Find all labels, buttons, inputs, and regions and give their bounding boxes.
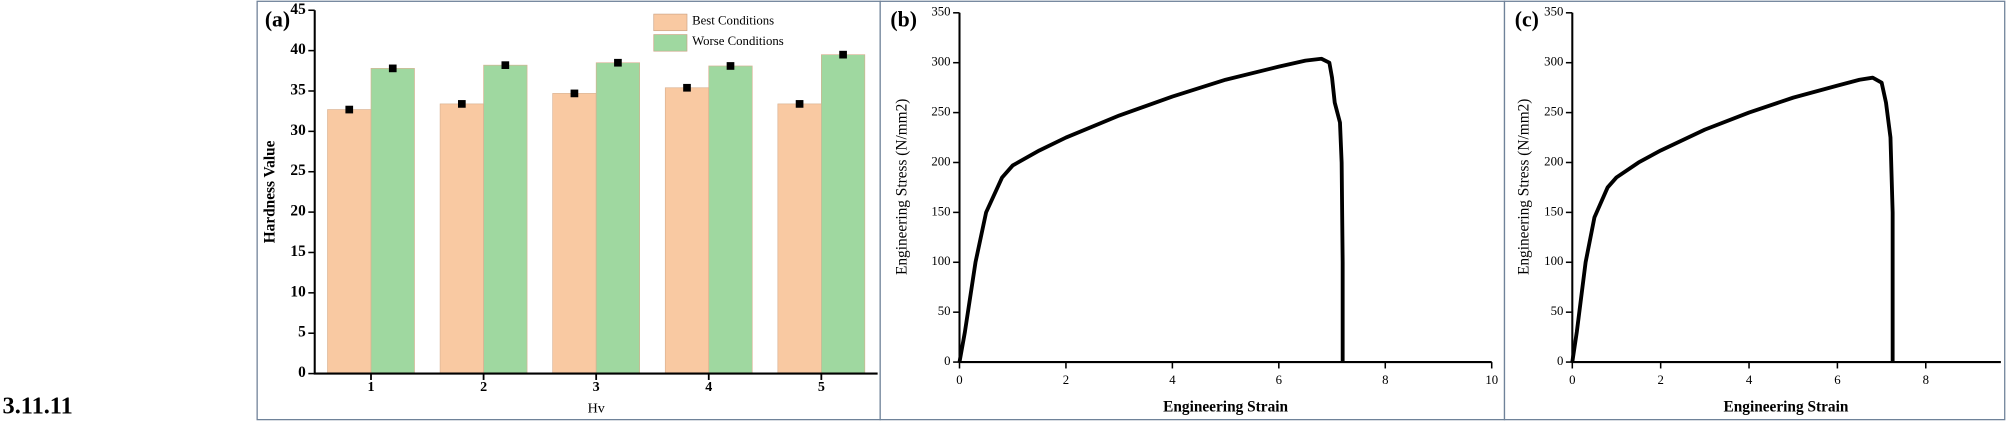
x-tick-label: 6 — [1834, 373, 1841, 387]
panel-label: (b) — [890, 8, 917, 32]
bar — [595, 62, 640, 374]
x-tick-label: 4 — [1746, 373, 1753, 387]
x-tick-label: 1 — [367, 379, 374, 395]
x-tick-label: 6 — [1276, 373, 1283, 387]
x-tick-label: 4 — [705, 379, 712, 395]
bar — [370, 68, 415, 374]
y-tick-label: 200 — [931, 154, 950, 168]
y-tick-label: 250 — [1544, 105, 1563, 119]
y-tick-label: 0 — [944, 354, 950, 368]
x-tick-label: 8 — [1923, 373, 1929, 387]
x-tick-label: 5 — [818, 379, 825, 395]
x-axis-label: Engineering Strain — [1163, 399, 1288, 416]
y-tick-label: 45 — [290, 1, 306, 18]
x-tick-label: 4 — [1169, 373, 1176, 387]
y-tick-label: 300 — [1544, 55, 1563, 69]
y-tick-label: 5 — [298, 324, 306, 341]
legend-label: Worse Conditions — [692, 34, 784, 48]
y-tick-label: 250 — [931, 105, 950, 119]
x-tick-label: 8 — [1382, 373, 1388, 387]
bar — [439, 103, 484, 374]
y-tick-label: 50 — [938, 304, 951, 318]
y-tick-label: 40 — [290, 41, 306, 58]
panel-c — [1503, 0, 2006, 421]
axes — [313, 10, 878, 375]
y-tick-label: 25 — [290, 162, 306, 179]
y-tick-label: 100 — [931, 254, 950, 268]
bar-marker — [345, 105, 354, 114]
x-tick-label: 10 — [1485, 373, 1498, 387]
y-tick-label: 350 — [1544, 5, 1563, 19]
y-axis-label: Engineering Stress (N/mm2) — [1515, 99, 1532, 275]
x-axis-label: Hv — [588, 401, 606, 417]
y-tick-label: 10 — [290, 283, 306, 300]
stress-strain-curve — [957, 56, 1345, 363]
y-tick-label: 35 — [290, 82, 306, 99]
y-axis-label: Hardness Value — [262, 140, 279, 243]
y-tick-label: 150 — [931, 204, 950, 218]
axes — [958, 12, 1492, 364]
y-tick-label: 50 — [1551, 304, 1564, 318]
y-tick-label: 30 — [290, 122, 306, 139]
x-axis-label: Engineering Strain — [1724, 399, 1849, 416]
panel-label: (a) — [265, 8, 290, 32]
y-tick-label: 100 — [1544, 254, 1563, 268]
stress-strain-curve — [1570, 75, 1895, 363]
bar-marker — [501, 61, 510, 69]
bar — [821, 54, 866, 374]
x-tick-label: 2 — [480, 379, 487, 395]
legend-swatch — [653, 34, 688, 52]
y-axis-label: Engineering Stress (N/mm2) — [894, 99, 911, 275]
bar — [708, 65, 753, 374]
bar — [777, 103, 822, 374]
bar-marker — [795, 100, 804, 108]
bar — [664, 87, 710, 374]
x-tick-label: 2 — [1657, 373, 1663, 387]
y-tick-label: 150 — [1544, 204, 1563, 218]
x-tick-label: 0 — [1569, 373, 1575, 387]
bar-marker — [839, 50, 847, 59]
panel-label: (c) — [1515, 8, 1539, 32]
axes — [1571, 12, 2001, 364]
y-tick-label: 0 — [298, 364, 306, 381]
legend-label: Best Conditions — [692, 14, 774, 28]
bar-marker — [458, 100, 466, 108]
y-tick-label: 0 — [1557, 354, 1563, 368]
bar-marker — [570, 89, 579, 98]
x-tick-label: 3 — [593, 379, 600, 395]
x-tick-label: 0 — [956, 373, 962, 387]
bar — [483, 64, 528, 374]
y-tick-label: 15 — [290, 243, 306, 260]
y-tick-label: 20 — [290, 203, 306, 220]
bar — [327, 109, 372, 374]
y-tick-label: 350 — [931, 5, 950, 19]
y-tick-label: 200 — [1544, 154, 1563, 168]
panel-b — [879, 0, 1506, 421]
bar-marker — [388, 64, 397, 73]
bar-marker — [614, 58, 622, 67]
bar — [552, 93, 597, 374]
legend-swatch — [653, 13, 688, 32]
bar-marker — [726, 62, 735, 70]
section-number: 3.11.11 — [3, 393, 73, 420]
x-tick-label: 2 — [1063, 373, 1069, 387]
bar-marker — [683, 83, 691, 92]
y-tick-label: 300 — [931, 55, 950, 69]
